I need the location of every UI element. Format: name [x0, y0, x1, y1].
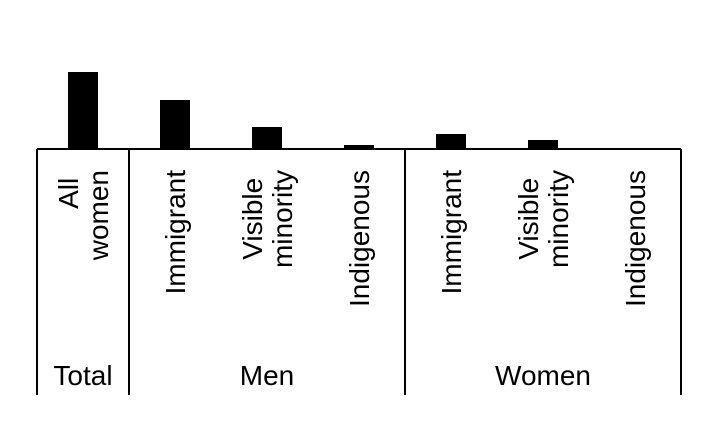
group-label: Total: [53, 360, 112, 391]
bar: [528, 140, 558, 149]
bar: [620, 148, 650, 149]
category-label: Immigrant: [436, 170, 467, 295]
category-label: Visible minority: [237, 170, 298, 268]
bar: [252, 127, 282, 149]
bar: [436, 134, 466, 149]
bar: [160, 100, 190, 149]
bar: [68, 72, 98, 149]
category-label: Visible minority: [513, 170, 574, 268]
category-label: Immigrant: [160, 170, 191, 295]
group-label: Women: [495, 360, 591, 391]
bar: [344, 145, 374, 149]
category-label: All women: [53, 170, 114, 261]
category-label: Indigenous: [620, 170, 651, 307]
category-label: Indigenous: [344, 170, 375, 307]
group-label: Men: [240, 360, 294, 391]
